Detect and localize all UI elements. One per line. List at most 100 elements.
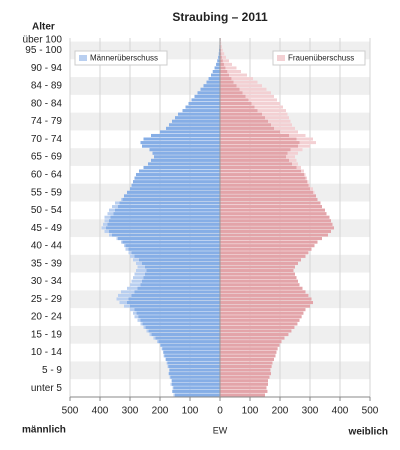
male-core-bar xyxy=(156,337,221,340)
female-core-bar xyxy=(220,230,331,233)
x-axis-label: EW xyxy=(213,425,228,435)
female-core-bar xyxy=(220,106,255,109)
male-core-bar xyxy=(153,152,221,155)
male-core-bar xyxy=(136,173,220,176)
female-core-bar xyxy=(220,162,292,165)
female-core-bar xyxy=(220,194,316,197)
y-tick-label: über 100 xyxy=(23,34,63,45)
male-core-bar xyxy=(215,66,220,69)
male-core-bar xyxy=(129,297,221,300)
male-core-bar xyxy=(162,347,220,350)
female-core-bar xyxy=(220,237,322,240)
male-core-bar xyxy=(166,358,220,361)
male-core-bar xyxy=(127,301,220,304)
x-tick-label: 200 xyxy=(272,406,289,417)
female-core-bar xyxy=(220,265,295,268)
male-core-bar xyxy=(109,219,220,222)
male-core-bar xyxy=(169,372,220,375)
male-core-bar xyxy=(204,84,221,87)
female-core-bar xyxy=(220,102,252,105)
male-core-bar xyxy=(139,170,220,173)
female-core-bar xyxy=(220,258,301,261)
male-core-bar xyxy=(135,255,221,258)
male-core-bar xyxy=(147,269,221,272)
male-core-bar xyxy=(123,241,221,244)
female-core-bar xyxy=(220,70,227,73)
male-core-bar xyxy=(164,351,220,354)
female-core-bar xyxy=(220,283,300,286)
male-core-bar xyxy=(137,312,220,315)
female-core-bar xyxy=(220,244,315,247)
male-core-bar xyxy=(149,329,220,332)
female-core-bar xyxy=(220,77,231,80)
female-core-bar xyxy=(220,255,306,258)
x-tick-label: 100 xyxy=(182,406,199,417)
female-core-bar xyxy=(220,166,297,169)
female-core-bar xyxy=(220,148,291,151)
female-core-bar xyxy=(220,290,306,293)
right-label: weiblich xyxy=(348,427,388,438)
male-core-bar xyxy=(118,237,220,240)
male-core-bar xyxy=(126,244,221,247)
female-core-bar xyxy=(220,130,280,133)
female-core-bar xyxy=(220,81,234,84)
female-core-bar xyxy=(220,98,249,101)
male-core-bar xyxy=(168,365,220,368)
female-core-bar xyxy=(220,322,297,325)
female-core-bar xyxy=(220,287,303,290)
female-core-bar xyxy=(220,226,334,229)
y-axis-label: Alter xyxy=(32,22,55,33)
legend-label: Frauenüberschuss xyxy=(288,54,354,63)
female-core-bar xyxy=(220,358,274,361)
female-core-bar xyxy=(220,177,306,180)
female-core-bar xyxy=(220,159,289,162)
female-core-bar xyxy=(220,66,225,69)
female-core-bar xyxy=(220,248,312,251)
female-core-bar xyxy=(220,312,303,315)
legend-label: Männerüberschuss xyxy=(90,54,158,63)
female-core-bar xyxy=(220,138,297,141)
male-core-bar xyxy=(132,184,221,187)
male-core-bar xyxy=(135,177,221,180)
chart-title: Straubing – 2011 xyxy=(172,10,268,24)
male-core-bar xyxy=(143,322,220,325)
male-core-bar xyxy=(201,88,221,91)
female-core-bar xyxy=(220,337,285,340)
female-core-bar xyxy=(220,369,270,372)
male-core-bar xyxy=(151,159,220,162)
female-core-bar xyxy=(220,219,331,222)
male-core-bar xyxy=(178,113,220,116)
male-core-bar xyxy=(141,141,221,144)
y-tick-label: 25 - 29 xyxy=(31,294,63,305)
male-core-bar xyxy=(144,138,221,141)
male-core-bar xyxy=(172,383,220,386)
male-core-bar xyxy=(132,251,221,254)
male-core-bar xyxy=(108,223,221,226)
female-core-bar xyxy=(220,209,325,212)
female-core-bar xyxy=(220,88,240,91)
male-core-bar xyxy=(154,155,220,158)
female-core-bar xyxy=(220,212,327,215)
legend-swatch xyxy=(277,55,285,61)
female-core-bar xyxy=(220,319,300,322)
female-core-bar xyxy=(220,372,271,375)
male-core-bar xyxy=(127,191,220,194)
female-core-bar xyxy=(220,308,306,311)
female-core-bar xyxy=(220,155,286,158)
y-tick-label: 74 - 79 xyxy=(31,116,63,127)
female-core-bar xyxy=(220,301,313,304)
male-core-bar xyxy=(150,148,221,151)
female-core-bar xyxy=(220,333,288,336)
female-core-bar xyxy=(220,109,258,112)
female-core-bar xyxy=(220,354,276,357)
y-tick-label: 35 - 39 xyxy=(31,258,63,269)
male-core-bar xyxy=(198,91,221,94)
female-core-bar xyxy=(220,152,288,155)
male-core-bar xyxy=(209,77,220,80)
male-core-bar xyxy=(133,180,220,183)
y-tick-label: 80 - 84 xyxy=(31,98,63,109)
female-core-bar xyxy=(220,198,318,201)
female-core-bar xyxy=(220,205,322,208)
female-core-bar xyxy=(220,216,330,219)
